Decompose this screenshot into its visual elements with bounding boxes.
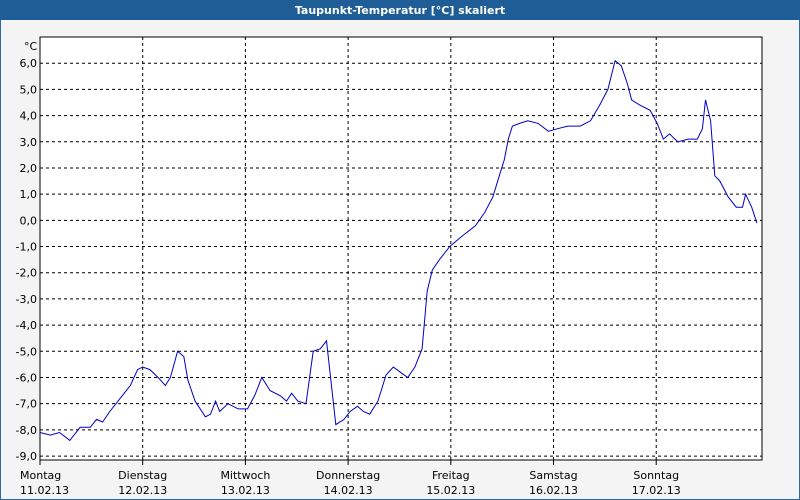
x-tick-date: 15.02.13	[426, 484, 475, 497]
y-tick-label: -2,0	[16, 267, 37, 280]
y-tick-label: 3,0	[20, 136, 38, 149]
x-tick-date: 11.02.13	[20, 484, 69, 497]
plot-area	[39, 36, 763, 461]
x-tick-date: 13.02.13	[221, 484, 270, 497]
x-tick-date: 14.02.13	[324, 484, 373, 497]
y-tick-label: -8,0	[16, 424, 37, 437]
chart-title: Taupunkt-Temperatur [°C] skaliert	[295, 4, 505, 17]
y-tick-label: -6,0	[16, 371, 37, 384]
y-tick-label: -3,0	[16, 293, 37, 306]
y-tick-label: -4,0	[16, 319, 37, 332]
x-tick-label: Mittwoch	[220, 469, 270, 482]
y-tick-label: 1,0	[20, 188, 38, 201]
x-tick-date: 12.02.13	[118, 484, 167, 497]
y-tick-label: 5,0	[20, 83, 38, 96]
title-bar	[0, 0, 800, 20]
x-tick-label: Samstag	[529, 469, 577, 482]
y-unit: °C	[24, 40, 38, 53]
x-tick-label: Dienstag	[118, 469, 167, 482]
x-tick-label: Freitag	[432, 469, 470, 482]
x-tick-label: Sonntag	[633, 469, 679, 482]
y-tick-label: 6,0	[20, 57, 38, 70]
x-tick-label: Montag	[20, 469, 61, 482]
data-line	[39, 59, 758, 442]
x-tick-label: Donnerstag	[316, 469, 380, 482]
y-tick-label: 4,0	[20, 110, 38, 123]
y-tick-label: 0,0	[20, 214, 38, 227]
y-tick-label: -5,0	[16, 345, 37, 358]
y-tick-label: -9,0	[16, 450, 37, 463]
x-tick-date: 17.02.13	[632, 484, 681, 497]
y-tick-label: -1,0	[16, 241, 37, 254]
y-tick-label: 2,0	[20, 162, 38, 175]
x-tick-date: 16.02.13	[529, 484, 578, 497]
y-tick-label: -7,0	[16, 398, 37, 411]
